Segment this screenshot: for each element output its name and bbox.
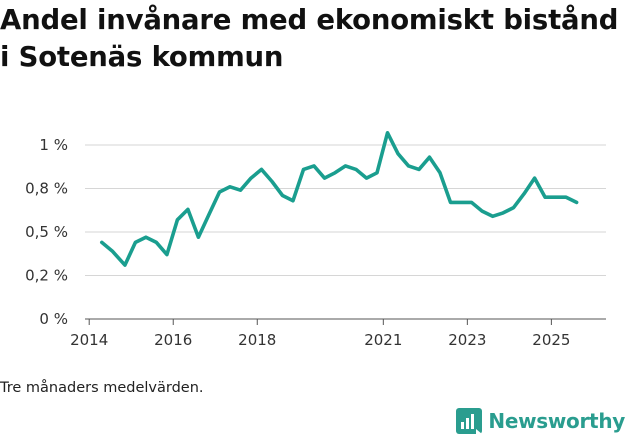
y-tick-label: 1 % [39,136,68,154]
grid-lines [85,144,606,320]
y-tick-label: 0,2 % [25,267,68,285]
series-line-0 [100,131,579,267]
y-tick-label: 0 % [39,310,68,328]
x-tick-label: 2025 [532,331,570,349]
brand-name: Newsworthy [488,409,625,433]
x-tick-label: 2018 [238,331,276,349]
y-tick-label: 0,5 % [25,223,68,241]
y-axis-ticks: 0 % 0,2 % 0,5 % 0,8 % 1 % [25,136,68,328]
x-axis: 2014 2016 2018 2021 2023 2025 [70,318,606,349]
line-chart: 0 %0,2 %0,5 %0,8 %1 % 2014 2016 2018 2021 20… [25,131,606,349]
brand-logo: Newsworthy [456,408,625,434]
chart-title: Andel invånare med ekonomiskt bistånd i … [0,4,619,73]
series-layer [100,131,579,267]
x-tick-label: 2014 [70,331,108,349]
x-tick-label: 2021 [364,331,402,349]
x-tick-label: 2023 [448,331,486,349]
footnote: Tre månaders medelvärden. [0,380,204,396]
newsworthy-logo-icon [456,408,483,434]
x-tick-label: 2016 [154,331,192,349]
y-tick-label: 0,8 % [25,180,68,198]
